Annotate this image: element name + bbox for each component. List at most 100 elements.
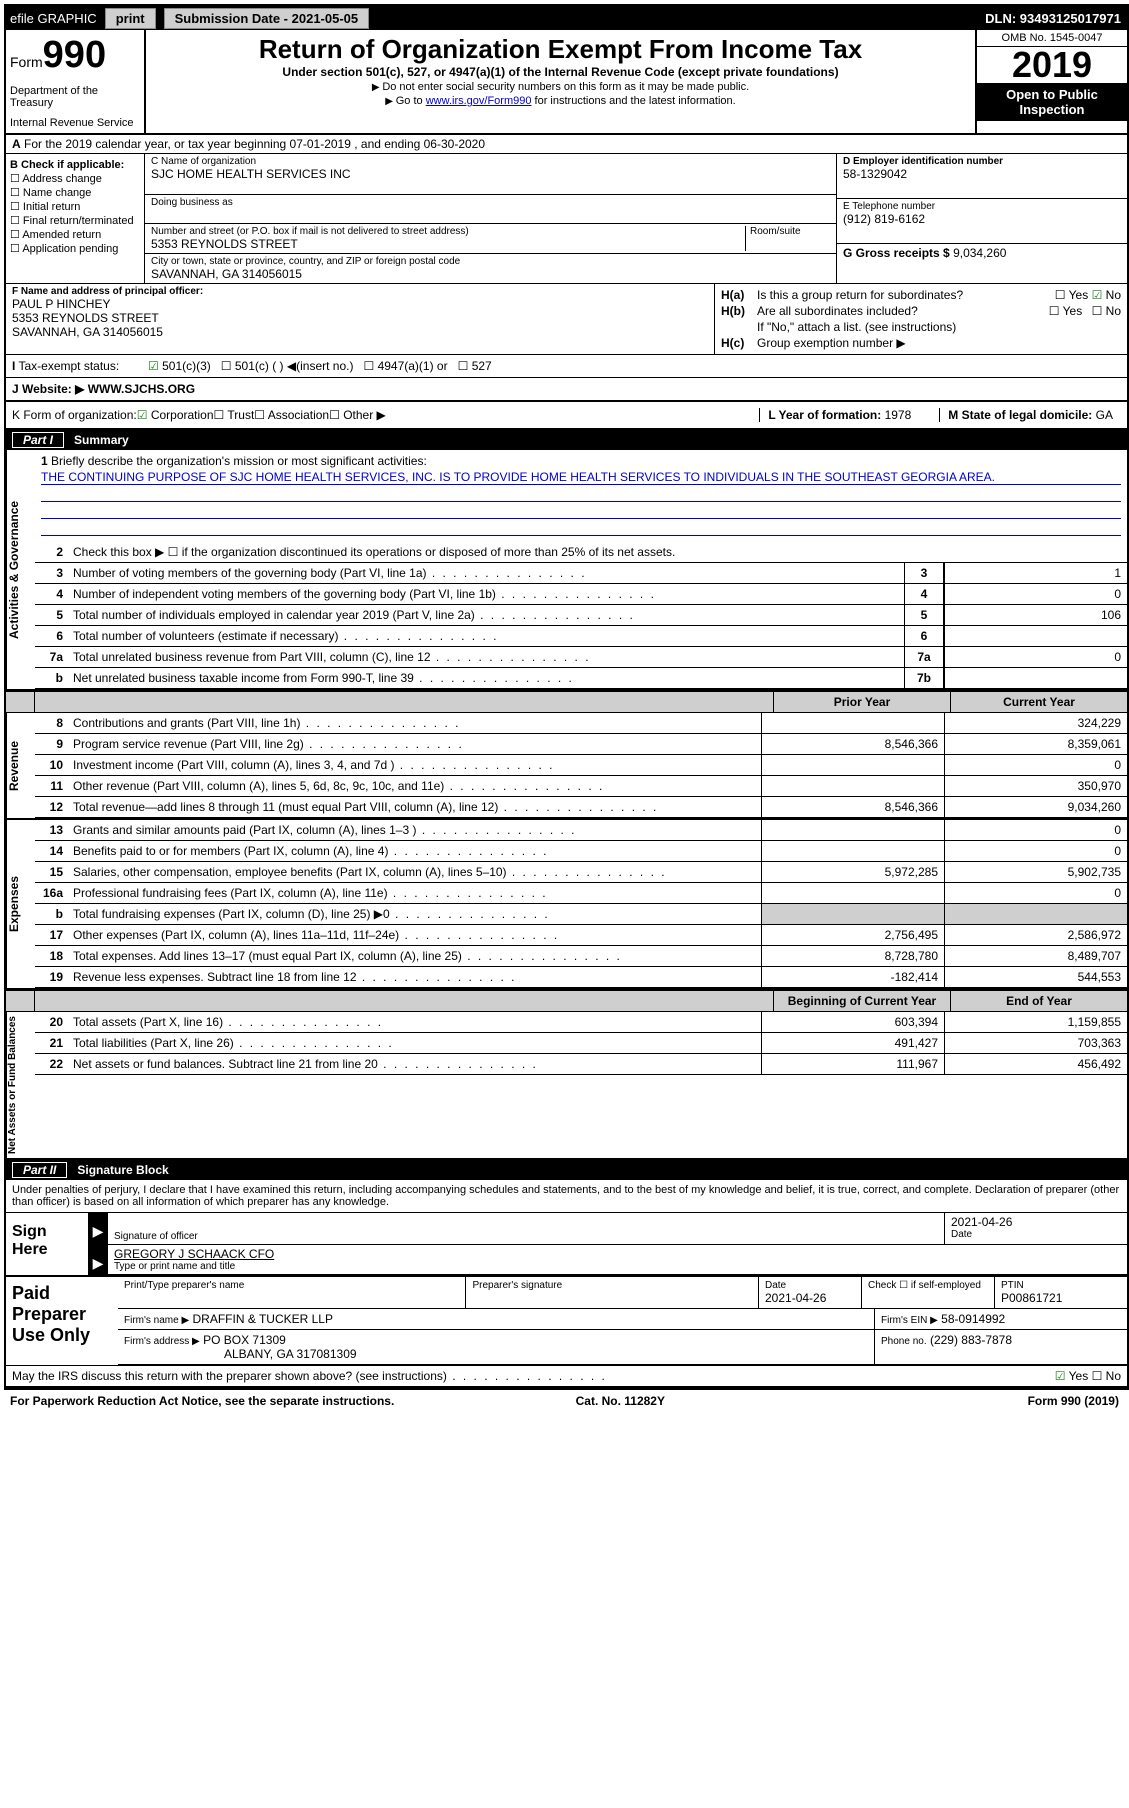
- chk-4947[interactable]: 4947(a)(1) or: [363, 359, 447, 373]
- table-row: 11Other revenue (Part VIII, column (A), …: [35, 776, 1127, 797]
- officer-name: PAUL P HINCHEY: [12, 297, 708, 311]
- arrow-icon: ▶: [88, 1245, 108, 1274]
- table-row: 10Investment income (Part VIII, column (…: [35, 755, 1127, 776]
- firm-ein: 58-0914992: [941, 1312, 1005, 1326]
- chk-527[interactable]: 527: [458, 359, 492, 373]
- irs-discuss-row: May the IRS discuss this return with the…: [6, 1365, 1127, 1388]
- chk-address-change[interactable]: Address change: [10, 172, 140, 185]
- prep-date: 2021-04-26: [765, 1291, 855, 1305]
- org-name-label: C Name of organization: [151, 156, 830, 167]
- vtab-expenses: Expenses: [6, 820, 35, 988]
- room-label: Room/suite: [745, 226, 830, 251]
- chk-final-return[interactable]: Final return/terminated: [10, 214, 140, 227]
- city-label: City or town, state or province, country…: [151, 256, 830, 267]
- gross-value: 9,034,260: [953, 246, 1006, 260]
- irs-link[interactable]: www.irs.gov/Form990: [426, 95, 532, 107]
- mission-text: THE CONTINUING PURPOSE OF SJC HOME HEALT…: [41, 470, 1121, 485]
- form-id-block: Form 990 Department of the Treasury Inte…: [6, 30, 146, 133]
- form-container: efile GRAPHIC print Submission Date - 20…: [4, 4, 1129, 1390]
- netassets-section: Net Assets or Fund Balances 20Total asse…: [6, 1012, 1127, 1160]
- instruction-1: Do not enter social security numbers on …: [154, 81, 967, 93]
- chk-501c[interactable]: 501(c) ( ) ◀(insert no.): [221, 359, 354, 373]
- table-row: 14Benefits paid to or for members (Part …: [35, 841, 1127, 862]
- sig-date: 2021-04-26: [951, 1215, 1121, 1229]
- sig-officer-label: Signature of officer: [114, 1231, 938, 1242]
- table-row: 13Grants and similar amounts paid (Part …: [35, 820, 1127, 841]
- table-row: 8Contributions and grants (Part VIII, li…: [35, 713, 1127, 734]
- part1-header: Part I Summary: [6, 430, 1127, 450]
- officer-name-title: GREGORY J SCHAACK CFO: [114, 1247, 1121, 1261]
- table-row: 17Other expenses (Part IX, column (A), l…: [35, 925, 1127, 946]
- signature-block: Under penalties of perjury, I declare th…: [6, 1180, 1127, 1275]
- table-row: 9Program service revenue (Part VIII, lin…: [35, 734, 1127, 755]
- firm-addr: PO BOX 71309: [203, 1333, 286, 1347]
- irs-label: Internal Revenue Service: [10, 117, 140, 129]
- firm-phone: (229) 883-7878: [930, 1333, 1012, 1347]
- org-city: SAVANNAH, GA 314056015: [151, 267, 830, 281]
- revenue-section: Revenue 8Contributions and grants (Part …: [6, 713, 1127, 820]
- table-row: 15Salaries, other compensation, employee…: [35, 862, 1127, 883]
- chk-trust[interactable]: Trust: [214, 408, 255, 422]
- year-formation: 1978: [885, 408, 912, 422]
- table-row: 18Total expenses. Add lines 13–17 (must …: [35, 946, 1127, 967]
- declaration-text: Under penalties of perjury, I declare th…: [6, 1180, 1127, 1213]
- dln-number: DLN: 93493125017971: [985, 11, 1121, 26]
- chk-name-change[interactable]: Name change: [10, 186, 140, 199]
- col-c-org: C Name of organization SJC HOME HEALTH S…: [145, 154, 836, 283]
- table-row: 22Net assets or fund balances. Subtract …: [35, 1054, 1127, 1075]
- block-f-h: F Name and address of principal officer:…: [6, 284, 1127, 355]
- submission-date: Submission Date - 2021-05-05: [164, 8, 370, 29]
- ein-label: D Employer identification number: [843, 156, 1003, 167]
- chk-initial-return[interactable]: Initial return: [10, 200, 140, 213]
- part2-header: Part II Signature Block: [6, 1160, 1127, 1180]
- print-button[interactable]: print: [105, 8, 156, 29]
- gross-label: G Gross receipts $: [843, 246, 950, 260]
- ha-no[interactable]: No: [1092, 288, 1121, 302]
- form-title: Return of Organization Exempt From Incom…: [154, 34, 967, 65]
- line-7a: Total unrelated business revenue from Pa…: [69, 647, 904, 667]
- dept-label: Department of the Treasury: [10, 85, 140, 109]
- irs-no[interactable]: No: [1092, 1369, 1121, 1383]
- form-title-block: Return of Organization Exempt From Incom…: [146, 30, 975, 133]
- line-6: Total number of volunteers (estimate if …: [69, 626, 904, 646]
- tel-value: (912) 819-6162: [843, 212, 1121, 226]
- mission-block: 1 Briefly describe the organization's mi…: [35, 450, 1127, 542]
- vtab-governance: Activities & Governance: [6, 450, 35, 689]
- ein-value: 58-1329042: [843, 167, 1121, 181]
- line-4: Number of independent voting members of …: [69, 584, 904, 604]
- hb-yes[interactable]: Yes: [1049, 304, 1082, 318]
- line-3: Number of voting members of the governin…: [69, 563, 904, 583]
- chk-other[interactable]: Other ▶: [329, 408, 386, 422]
- chk-corporation[interactable]: Corporation: [137, 408, 214, 422]
- website-value: WWW.SJCHS.ORG: [88, 382, 195, 396]
- chk-application-pending[interactable]: Application pending: [10, 242, 140, 255]
- chk-501c3[interactable]: 501(c)(3): [148, 359, 211, 373]
- table-row: 21Total liabilities (Part X, line 26)491…: [35, 1033, 1127, 1054]
- footer-center: Cat. No. 11282Y: [576, 1394, 665, 1408]
- table-row: 20Total assets (Part X, line 16)603,3941…: [35, 1012, 1127, 1033]
- irs-yes[interactable]: Yes: [1055, 1369, 1088, 1383]
- chk-association[interactable]: Association: [254, 408, 329, 422]
- chk-self-employed[interactable]: Check ☐ if self-employed: [868, 1280, 988, 1291]
- vtab-revenue: Revenue: [6, 713, 35, 818]
- officer-addr1: 5353 REYNOLDS STREET: [12, 311, 708, 325]
- paid-preparer-label: Paid Preparer Use Only: [6, 1277, 118, 1365]
- efile-label: efile GRAPHIC: [10, 11, 97, 26]
- table-row: 19Revenue less expenses. Subtract line 1…: [35, 967, 1127, 988]
- ha-yes[interactable]: Yes: [1055, 288, 1088, 302]
- officer-addr2: SAVANNAH, GA 314056015: [12, 325, 708, 339]
- sign-here-label: Sign Here: [6, 1213, 88, 1275]
- arrow-icon: ▶: [88, 1213, 108, 1244]
- form-header: Form 990 Department of the Treasury Inte…: [6, 30, 1127, 135]
- vtab-netassets: Net Assets or Fund Balances: [6, 1012, 35, 1158]
- line-7b: Net unrelated business taxable income fr…: [69, 668, 904, 688]
- begin-end-header: Beginning of Current Year End of Year: [6, 990, 1127, 1012]
- footer-left: For Paperwork Reduction Act Notice, see …: [10, 1394, 394, 1408]
- officer-block: F Name and address of principal officer:…: [6, 284, 715, 354]
- tax-exempt-row: I Tax-exempt status: 501(c)(3) 501(c) ( …: [6, 355, 1127, 378]
- chk-amended-return[interactable]: Amended return: [10, 228, 140, 241]
- form-org-row: K Form of organization: Corporation Trus…: [6, 402, 1127, 430]
- state-domicile: GA: [1096, 408, 1113, 422]
- col-d-ein: D Employer identification number 58-1329…: [836, 154, 1127, 283]
- hb-no[interactable]: No: [1092, 304, 1121, 318]
